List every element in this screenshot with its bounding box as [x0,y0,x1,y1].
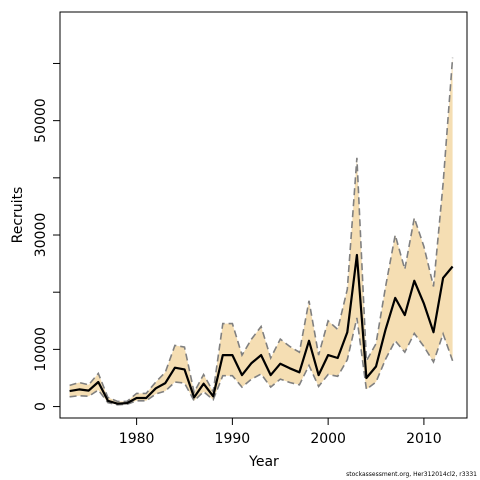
x-tick-label: 2010 [406,431,442,447]
credit-text: stockassessment.org, Her312014cl2, r3331 [346,471,477,478]
x-tick-label: 2000 [310,431,346,447]
plot-frame [59,11,468,419]
y-tick-label: 0 [33,402,49,411]
y-tick-label: 10000 [33,327,49,372]
x-axis-title: Year [248,454,279,470]
x-axis: 1980 1990 2000 2010 [119,418,442,447]
upper-bound-line [69,57,454,403]
x-tick-label: 1990 [215,431,251,447]
lower-bound-line [69,317,454,406]
plot-area [69,57,454,406]
recruits-estimate-line [69,253,454,405]
y-axis-title: Recruits [10,187,26,244]
y-tick-label: 50000 [33,98,49,143]
confidence-band [69,57,453,405]
y-axis: 0 10000 30000 50000 [33,62,60,411]
x-tick-label: 1980 [119,431,155,447]
y-tick-label: 30000 [33,213,49,258]
